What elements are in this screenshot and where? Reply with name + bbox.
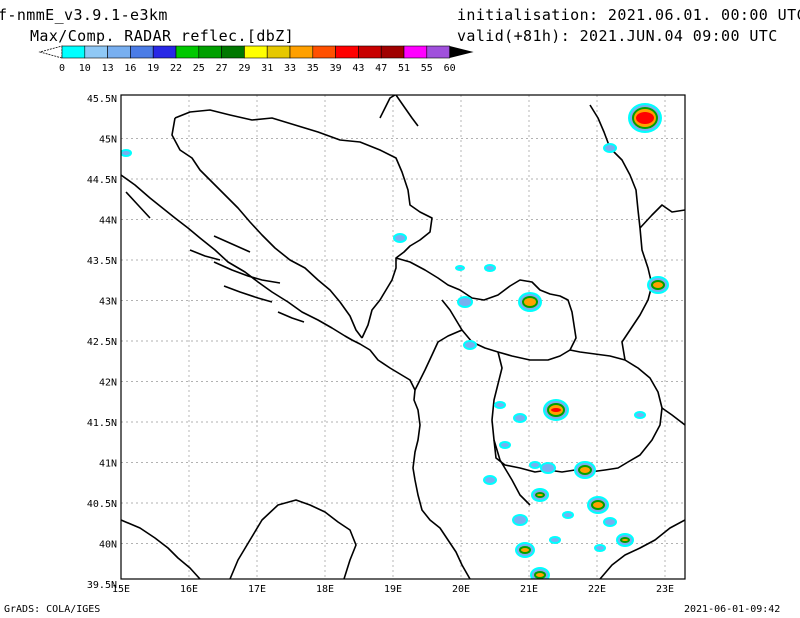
echo-mid (395, 235, 405, 241)
echo-mid (122, 151, 130, 155)
echo-core-hi (524, 298, 536, 306)
lat-label: 42.5N (87, 337, 117, 348)
echo-mid (496, 403, 504, 407)
colorbar-label: 19 (147, 63, 159, 74)
echo-mid (501, 443, 509, 447)
echo-mid (459, 298, 471, 306)
echo-core-hi (536, 573, 544, 577)
colorbar-label: 33 (284, 63, 296, 74)
echo-mid (515, 415, 525, 421)
lat-label: 45.5N (87, 94, 117, 105)
field-title: Max/Comp. RADAR reflec.[dbZ] (30, 27, 295, 45)
lat-label: 41N (99, 459, 117, 470)
lon-label: 23E (656, 584, 674, 595)
echo-mid (596, 546, 604, 550)
colorbar-label: 0 (59, 63, 65, 74)
echo-mid (564, 513, 572, 517)
lon-label: 17E (248, 584, 266, 595)
echo-peak (551, 408, 561, 412)
lat-label: 43N (99, 297, 117, 308)
lon-label: 20E (452, 584, 470, 595)
colorbar-label: 55 (421, 63, 433, 74)
colorbar-label: 31 (261, 63, 273, 74)
echo-mid (531, 463, 539, 467)
valid-time: valid(+81h): 2021.JUN.04 09:00 UTC (457, 27, 778, 45)
echo-peak (636, 112, 654, 124)
coastlines-and-borders (121, 95, 685, 579)
colorbar-label: 25 (193, 63, 205, 74)
lat-label: 39.5N (87, 580, 117, 591)
colorbar-label: 43 (352, 63, 364, 74)
colorbar-label: 47 (375, 63, 387, 74)
echo-mid (514, 516, 526, 524)
echo-mid (542, 464, 554, 472)
echo-core-hi (521, 548, 529, 552)
echo-mid (551, 538, 559, 542)
echo-mid (605, 145, 615, 151)
lon-label: 16E (180, 584, 198, 595)
model-name: f-nmmE_v3.9.1-e3km (0, 6, 168, 24)
colorbar-label: 22 (170, 63, 182, 74)
echo-mid (605, 519, 615, 525)
echo-mid (465, 342, 475, 348)
echo-mid (486, 266, 494, 270)
echo-core-hi (537, 494, 543, 496)
colorbar-label: 29 (238, 63, 250, 74)
lat-label: 40N (99, 540, 117, 551)
lon-label: 18E (316, 584, 334, 595)
echo-mid (485, 477, 495, 483)
colorbar-label: 27 (216, 63, 228, 74)
footer-right: 2021-06-01-09:42 (684, 604, 781, 615)
axis-labels: 15E 16E 17E 18E 19E 20E 21E 22E 23E 45.5N 45N 44.5N… (87, 94, 674, 595)
colorbar-label: 16 (124, 63, 136, 74)
colorbar-label: 13 (102, 63, 114, 74)
colorbar-label: 10 (79, 63, 91, 74)
colorbar-high-arrow (449, 46, 474, 58)
echo-core-hi (580, 467, 590, 473)
lat-label: 45N (99, 135, 117, 146)
echo-mid (457, 267, 463, 269)
plot-frame (120, 94, 686, 580)
lon-label: 22E (588, 584, 606, 595)
lat-label: 41.5N (87, 418, 117, 429)
init-time: initialisation: 2021.06.01. 00:00 UTC (457, 6, 800, 24)
lon-label: 21E (520, 584, 538, 595)
radar-echoes (121, 103, 669, 579)
colorbar-label: 35 (307, 63, 319, 74)
echo-core-hi (593, 502, 603, 508)
echo-mid (636, 413, 644, 417)
lat-label: 44N (99, 216, 117, 227)
lat-label: 44.5N (87, 175, 117, 186)
lon-label: 15E (112, 584, 130, 595)
lon-label: 19E (384, 584, 402, 595)
colorbar-label: 60 (444, 63, 456, 74)
echo-core-hi (653, 282, 663, 288)
footer-left: GrADS: COLA/IGES (4, 604, 101, 615)
lat-label: 40.5N (87, 499, 117, 510)
lat-label: 43.5N (87, 256, 117, 267)
colorbar-label: 39 (330, 63, 342, 74)
echo-core-hi (622, 539, 628, 541)
colorbar-label: 51 (398, 63, 410, 74)
colorbar-swatch (426, 45, 450, 59)
lat-label: 42N (99, 378, 117, 389)
colorbar: 0 10 13 16 19 22 25 27 29 31 33 35 39 43 47 51 55 60 (38, 45, 474, 74)
